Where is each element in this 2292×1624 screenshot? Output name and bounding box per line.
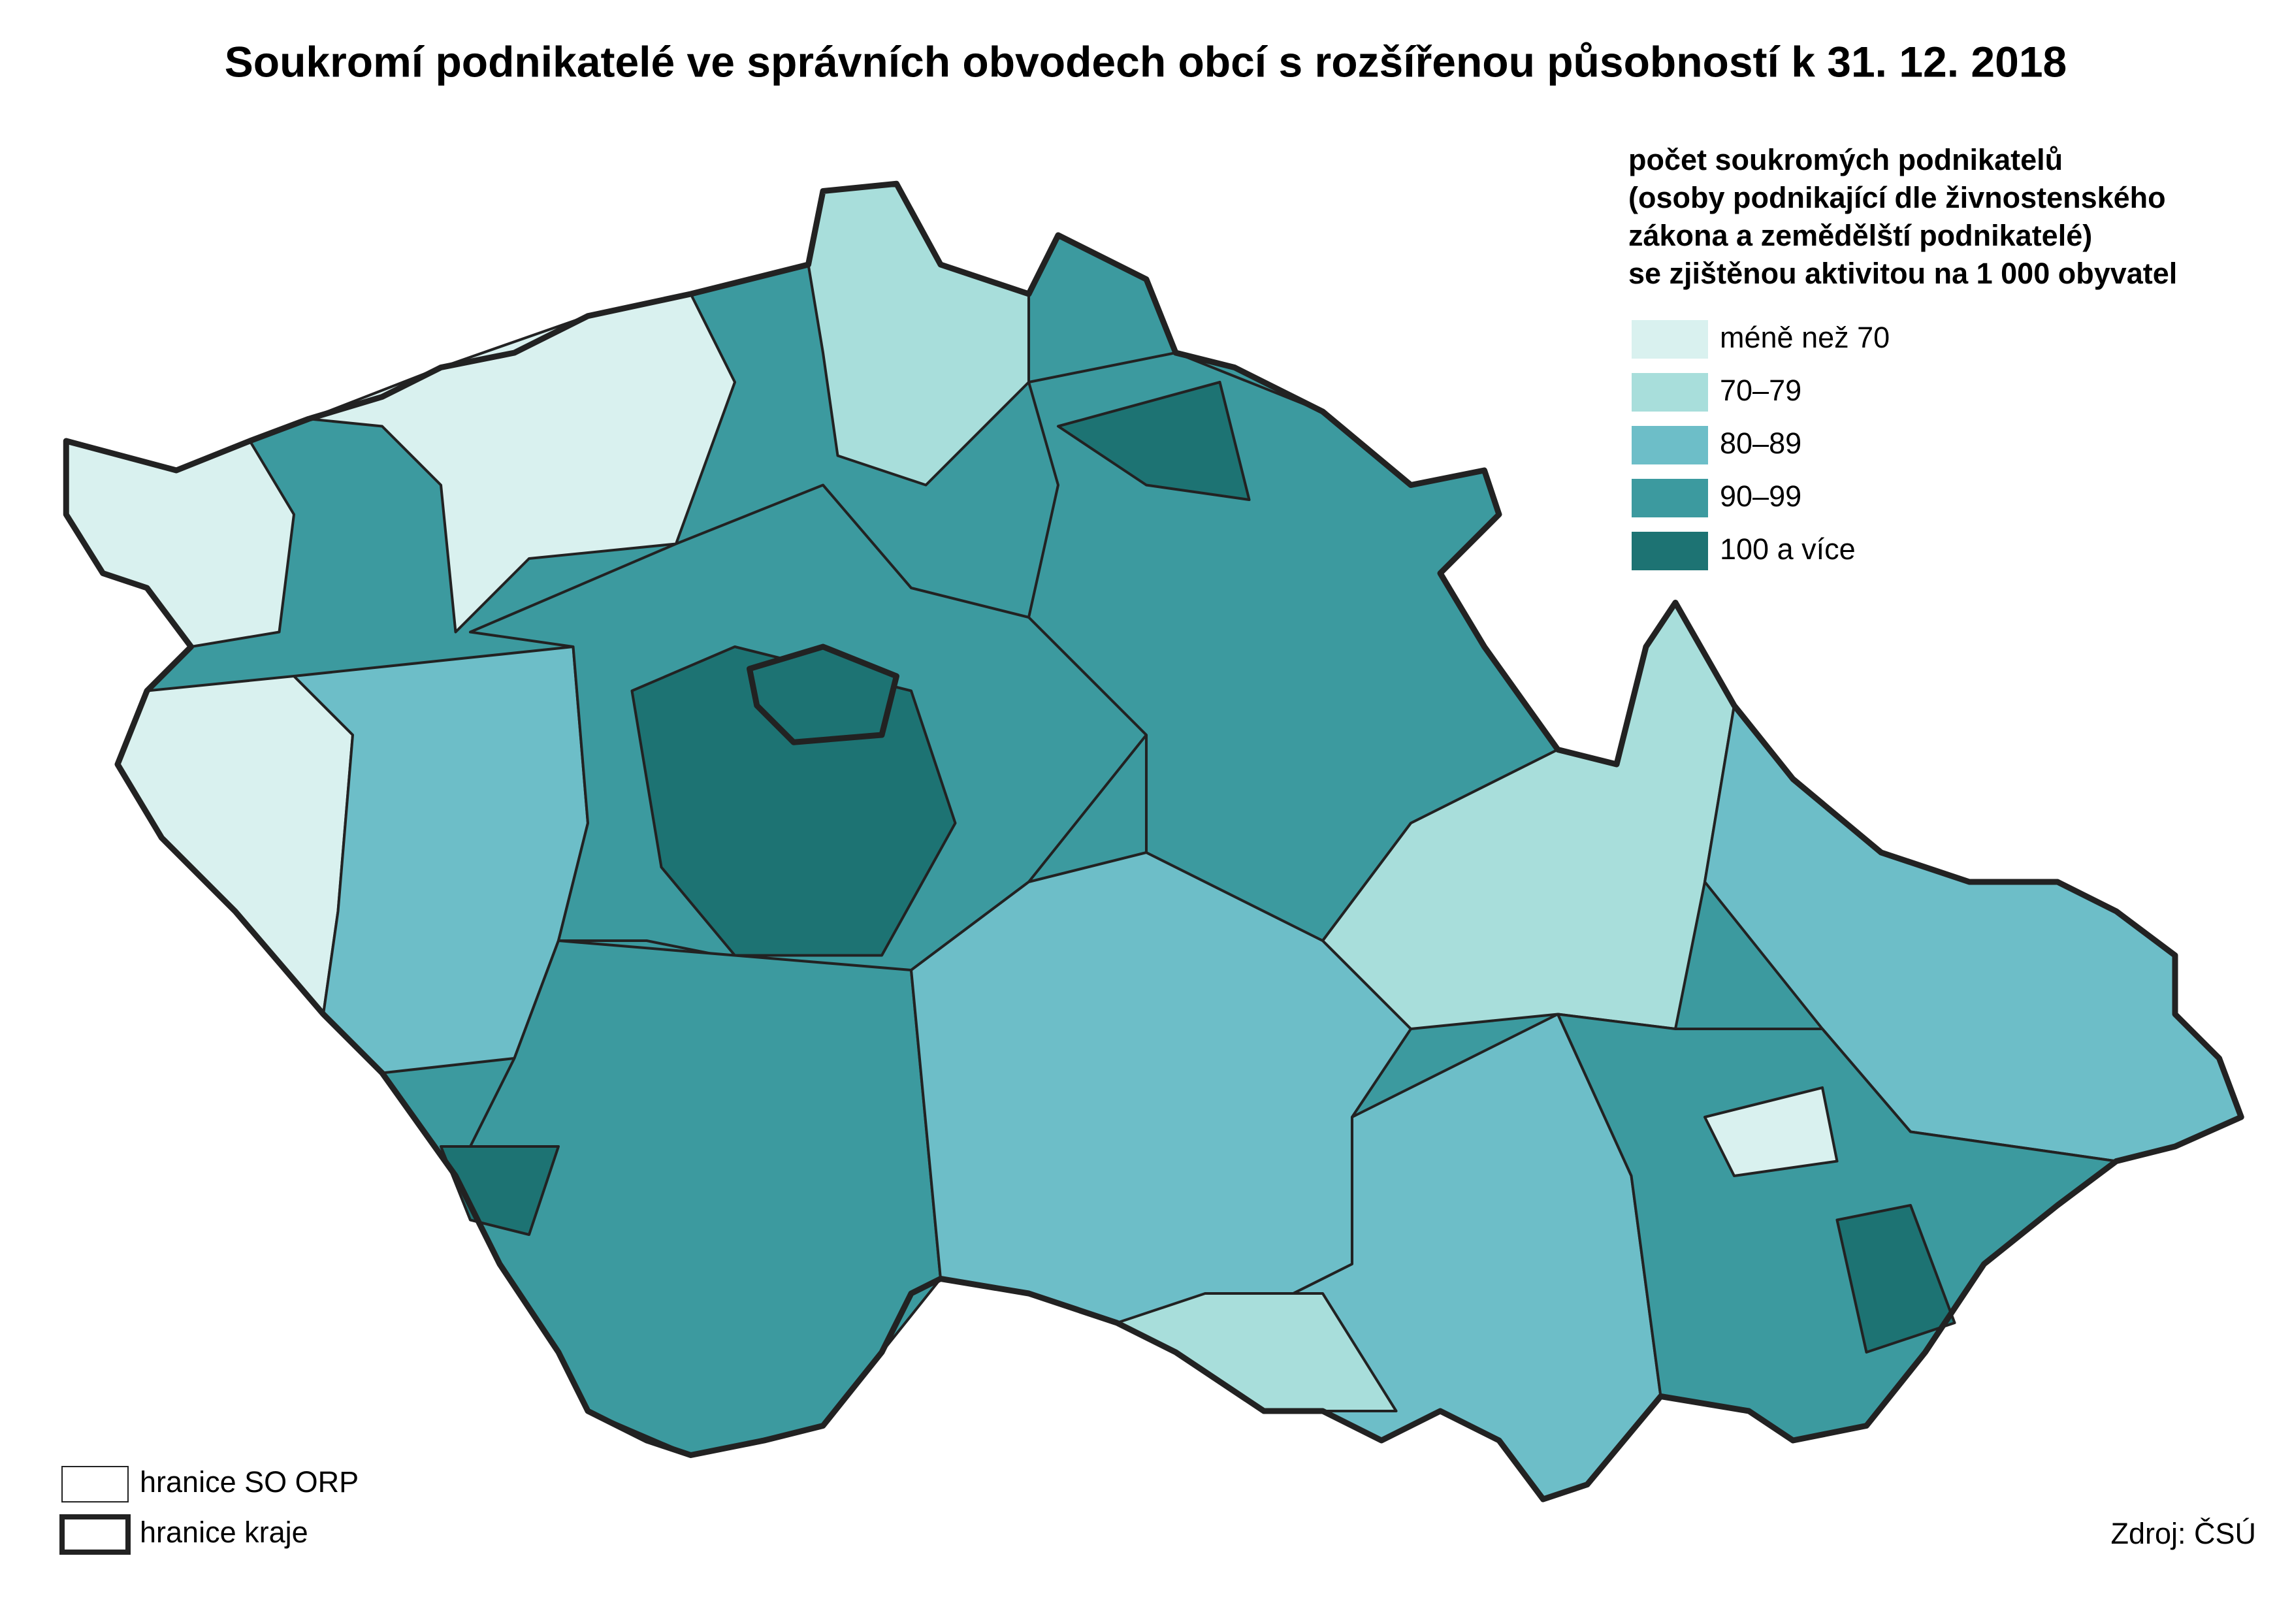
- legend-title: počet soukromých podnikatelů: [1628, 143, 2063, 176]
- legend-swatch: [1632, 532, 1708, 570]
- legend-title: zákona a zemědělští podnikatelé): [1628, 219, 2092, 252]
- region: [1056, 380, 1251, 502]
- legend-label: méně než 70: [1720, 321, 1890, 354]
- legend-label: 90–99: [1720, 479, 1801, 513]
- legend: počet soukromých podnikatelů (osoby podni…: [1628, 143, 2177, 570]
- region: [439, 1145, 560, 1237]
- country-border: [63, 180, 2244, 1502]
- legend-swatch: [1632, 479, 1708, 517]
- legend-title: (osoby podnikající dle živnostenského: [1628, 181, 2166, 214]
- region: [116, 674, 355, 1016]
- source: Zdroj: ČSÚ: [2110, 1517, 2256, 1550]
- orp-boundary-swatch: [61, 1466, 129, 1502]
- boundary-label: hranice SO ORP: [140, 1465, 359, 1499]
- legend-title: se zjištěnou aktivitou na 1 000 obyvatel: [1628, 257, 2177, 290]
- kraj-boundary-swatch: [59, 1514, 131, 1555]
- map-regions: [63, 180, 2244, 1502]
- region: [1703, 1086, 1839, 1178]
- legend-swatch: [1632, 373, 1708, 412]
- map-title: Soukromí podnikatelé ve správních obvode…: [225, 37, 2067, 86]
- legend-swatch: [1632, 320, 1708, 359]
- legend-swatch: [1632, 426, 1708, 464]
- region: [747, 643, 899, 745]
- legend-label: 80–89: [1720, 427, 1801, 460]
- legend-label: 70–79: [1720, 374, 1801, 407]
- region: [1835, 1203, 1956, 1354]
- legend-label: 100 a více: [1720, 532, 1856, 566]
- boundary-label: hranice kraje: [140, 1516, 308, 1549]
